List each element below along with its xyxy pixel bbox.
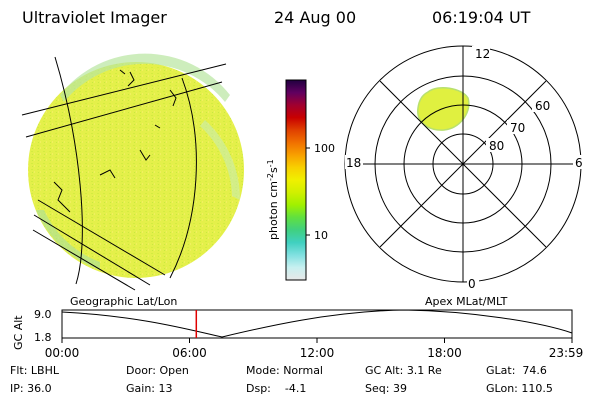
colorbar-unit-label: photon cm-2s-1 — [266, 159, 280, 240]
polar-lat-60: 60 — [535, 99, 550, 113]
timeline-ylabel: GC Alt — [12, 315, 25, 350]
image-time: 06:19:04 UT — [432, 8, 531, 27]
unit-sup1: -2 — [266, 173, 275, 181]
status-flt: Flt: LBHL — [10, 364, 59, 377]
instrument-title: Ultraviolet Imager — [22, 8, 167, 27]
status-seq: Seq: 39 — [365, 382, 407, 395]
status-mode: Mode: Normal — [246, 364, 323, 377]
timeline-xtick-1800: 18:00 — [427, 346, 462, 360]
polar-mlt-0: 0 — [468, 277, 476, 291]
polar-lat-80: 80 — [489, 139, 504, 153]
polar-mlt-12: 12 — [475, 47, 490, 61]
status-glat: GLat: 74.6 — [486, 364, 547, 377]
timeline-ytick-low: 1.8 — [34, 331, 52, 344]
unit-sup2: -1 — [266, 159, 275, 167]
timeline-ytick-high: 9.0 — [34, 308, 52, 321]
status-dsp: Dsp: -4.1 — [246, 382, 307, 395]
colorbar-label-100: 100 — [314, 142, 335, 155]
polar-mlt-18: 18 — [346, 156, 361, 170]
geo-grid-lines — [21, 56, 227, 291]
timeline-xtick-2359: 23:59 — [549, 346, 584, 360]
polar-mlt-6: 6 — [575, 156, 583, 170]
image-date: 24 Aug 00 — [274, 8, 357, 27]
polar-diagonal-2 — [379, 80, 547, 248]
timeline-frame — [61, 309, 573, 339]
timeline-xtick-1200: 12:00 — [300, 346, 335, 360]
timeline-xtick-0000: 00:00 — [45, 346, 80, 360]
status-gcalt: GC Alt: 3.1 Re — [365, 364, 442, 377]
altitude-curve — [61, 309, 573, 338]
timeline-xtick-0600: 06:00 — [172, 346, 207, 360]
unit-s: s — [267, 167, 280, 173]
colorbar: 100 10 photon cm-2s-1 — [266, 79, 335, 281]
timeline-right-title: Apex MLat/MLT — [425, 295, 508, 308]
timeline-panel: Geographic Lat/Lon Apex MLat/MLT 9.0 1.8… — [12, 295, 583, 360]
status-ip: IP: 36.0 — [10, 382, 52, 395]
polar-lat-70: 70 — [510, 121, 525, 135]
unit-photon: photon cm — [267, 181, 280, 240]
status-glon: GLon: 110.5 — [486, 382, 553, 395]
status-gain: Gain: 13 — [126, 382, 173, 395]
timeline-left-title: Geographic Lat/Lon — [70, 295, 177, 308]
colorbar-label-10: 10 — [314, 229, 328, 242]
auroral-oval-patch — [417, 86, 470, 131]
colorbar-rect — [285, 79, 307, 281]
polar-plot — [344, 45, 582, 283]
status-door: Door: Open — [126, 364, 189, 377]
earth-disk-image — [28, 53, 244, 278]
polar-labels: 80 70 60 12 0 18 6 — [345, 46, 585, 291]
